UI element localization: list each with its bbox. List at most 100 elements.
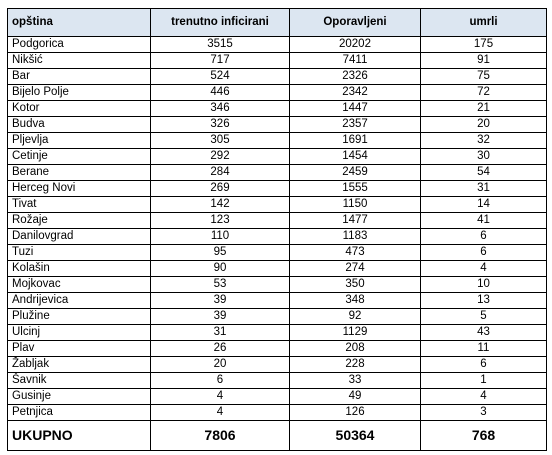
table-row: Bijelo Polje 446 2342 72 <box>7 84 547 101</box>
value-cell: 284 <box>150 164 290 181</box>
header-cell: Oporavljeni <box>289 8 421 37</box>
header-cell: umrli <box>420 8 547 37</box>
municipality-cell: Ulcinj <box>7 324 151 341</box>
municipality-cell: Bijelo Polje <box>7 84 151 101</box>
value-cell: 2342 <box>289 84 421 101</box>
value-cell: 53 <box>150 276 290 293</box>
value-cell: 2326 <box>289 68 421 85</box>
data-table: opština trenutno inficirani Oporavljeni umr… <box>7 8 547 451</box>
value-cell: 95 <box>150 244 290 261</box>
municipality-cell: Šavnik <box>7 372 151 389</box>
value-cell: 41 <box>420 212 547 229</box>
table-row: Rožaje 123 1477 41 <box>7 212 547 229</box>
table-row: Danilovgrad 110 1183 6 <box>7 228 547 245</box>
table-row: Šavnik 6 33 1 <box>7 372 547 389</box>
table-row: Cetinje 292 1454 30 <box>7 148 547 165</box>
value-cell: 6 <box>420 228 547 245</box>
header-row: opština trenutno inficirani Oporavljeni umr… <box>7 8 547 37</box>
table-row: Kotor 346 1447 21 <box>7 100 547 117</box>
value-cell: 346 <box>150 100 290 117</box>
value-cell: 72 <box>420 84 547 101</box>
table-row: Mojkovac 53 350 10 <box>7 276 547 293</box>
municipality-cell: Plužine <box>7 308 151 325</box>
table-row: Nikšić 717 7411 91 <box>7 52 547 69</box>
value-cell: 1129 <box>289 324 421 341</box>
municipality-cell: Berane <box>7 164 151 181</box>
value-cell: 1 <box>420 372 547 389</box>
value-cell: 75 <box>420 68 547 85</box>
municipality-cell: Tuzi <box>7 244 151 261</box>
value-cell: 26 <box>150 340 290 357</box>
value-cell: 228 <box>289 356 421 373</box>
municipality-cell: Plav <box>7 340 151 357</box>
value-cell: 54 <box>420 164 547 181</box>
value-cell: 717 <box>150 52 290 69</box>
value-cell: 1183 <box>289 228 421 245</box>
value-cell: 305 <box>150 132 290 149</box>
total-cell: 7806 <box>150 420 290 451</box>
value-cell: 446 <box>150 84 290 101</box>
value-cell: 3515 <box>150 36 290 53</box>
value-cell: 92 <box>289 308 421 325</box>
value-cell: 20 <box>420 116 547 133</box>
table-row: Bar 524 2326 75 <box>7 68 547 85</box>
municipality-cell: Kolašin <box>7 260 151 277</box>
table-row: Herceg Novi 269 1555 31 <box>7 180 547 197</box>
header-cell: trenutno inficirani <box>150 8 290 37</box>
value-cell: 43 <box>420 324 547 341</box>
table-row: Budva 326 2357 20 <box>7 116 547 133</box>
value-cell: 142 <box>150 196 290 213</box>
value-cell: 1454 <box>289 148 421 165</box>
value-cell: 1477 <box>289 212 421 229</box>
municipality-cell: Danilovgrad <box>7 228 151 245</box>
table-row: Plav 26 208 11 <box>7 340 547 357</box>
table-row: Kolašin 90 274 4 <box>7 260 547 277</box>
value-cell: 1691 <box>289 132 421 149</box>
municipality-cell: Mojkovac <box>7 276 151 293</box>
table-row: Pljevlja 305 1691 32 <box>7 132 547 149</box>
value-cell: 39 <box>150 292 290 309</box>
value-cell: 91 <box>420 52 547 69</box>
table-row: Tivat 142 1150 14 <box>7 196 547 213</box>
table-row: Gusinje 4 49 4 <box>7 388 547 405</box>
value-cell: 269 <box>150 180 290 197</box>
table-row: Berane 284 2459 54 <box>7 164 547 181</box>
table-row: Plužine 39 92 5 <box>7 308 547 325</box>
value-cell: 11 <box>420 340 547 357</box>
value-cell: 4 <box>150 388 290 405</box>
value-cell: 31 <box>150 324 290 341</box>
value-cell: 30 <box>420 148 547 165</box>
value-cell: 31 <box>420 180 547 197</box>
value-cell: 14 <box>420 196 547 213</box>
municipality-cell: Petnjica <box>7 404 151 421</box>
table-row: Tuzi 95 473 6 <box>7 244 547 261</box>
municipality-cell: Žabljak <box>7 356 151 373</box>
table-row: Petnjica 4 126 3 <box>7 404 547 421</box>
value-cell: 6 <box>150 372 290 389</box>
value-cell: 292 <box>150 148 290 165</box>
value-cell: 20202 <box>289 36 421 53</box>
value-cell: 10 <box>420 276 547 293</box>
municipality-cell: Budva <box>7 116 151 133</box>
table-row: Podgorica 3515 20202 175 <box>7 36 547 53</box>
table-row: Andrijevica 39 348 13 <box>7 292 547 309</box>
value-cell: 4 <box>150 404 290 421</box>
value-cell: 2459 <box>289 164 421 181</box>
total-cell: 768 <box>420 420 547 451</box>
value-cell: 350 <box>289 276 421 293</box>
value-cell: 326 <box>150 116 290 133</box>
value-cell: 20 <box>150 356 290 373</box>
table-body: Podgorica 3515 20202 175 Nikšić 717 7411 91 Bar 5… <box>7 36 547 451</box>
table-row: Ulcinj 31 1129 43 <box>7 324 547 341</box>
municipality-cell: Herceg Novi <box>7 180 151 197</box>
municipality-cell: Kotor <box>7 100 151 117</box>
value-cell: 49 <box>289 388 421 405</box>
value-cell: 32 <box>420 132 547 149</box>
value-cell: 274 <box>289 260 421 277</box>
municipality-cell: Pljevlja <box>7 132 151 149</box>
total-cell: UKUPNO <box>7 420 151 451</box>
municipality-cell: Nikšić <box>7 52 151 69</box>
value-cell: 175 <box>420 36 547 53</box>
municipality-cell: Andrijevica <box>7 292 151 309</box>
